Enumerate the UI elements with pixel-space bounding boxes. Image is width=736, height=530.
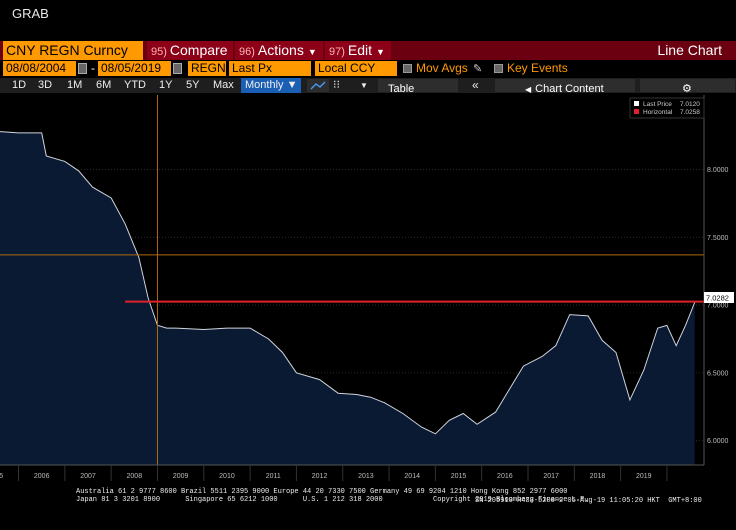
actions-button[interactable]: 96) Actions ▼: [235, 41, 323, 60]
line-style-button[interactable]: [307, 79, 329, 92]
collapse-chevron-icon[interactable]: «: [472, 78, 479, 92]
key-events-label[interactable]: Key Events: [507, 61, 568, 75]
horizontal-swatch: [634, 109, 639, 114]
price-area-fill: [0, 131, 695, 465]
footer-line-1: Australia 61 2 9777 8600 Brazil 5511 239…: [76, 488, 568, 496]
price-tag: 7.0282: [704, 292, 734, 303]
edit-number: 97): [329, 46, 345, 58]
x-tick-label: 2016: [497, 473, 513, 480]
edit-label: Edit: [347, 42, 373, 58]
line-chart-icon: [310, 81, 326, 90]
timeframe-1y[interactable]: 1Y: [159, 79, 173, 91]
timeframe-1m[interactable]: 1M: [67, 79, 83, 91]
chart-content-label: Chart Content: [535, 83, 604, 95]
table-label: Table: [388, 83, 415, 95]
timeframe-5y[interactable]: 5Y: [186, 79, 200, 91]
x-tick-label: 2017: [543, 473, 559, 480]
currency-select[interactable]: Local CCY: [315, 61, 397, 76]
x-tick-label: 2009: [173, 473, 189, 480]
calendar-icon[interactable]: [173, 63, 182, 74]
compare-number: 95): [151, 46, 167, 58]
timeframe-bar: 1D 3D 1M 6M YTD 1Y 5Y Max Monthly ▼ ⁝⁝ ▼…: [0, 78, 736, 95]
parameter-bar: 08/08/2004 - 08/05/2019 REGN Last Px Loc…: [0, 61, 736, 77]
footer-line-2: Japan 81 3 3201 8900 Singapore 65 6212 1…: [76, 496, 589, 504]
edit-button[interactable]: 97) Edit ▼: [325, 41, 391, 60]
pencil-icon[interactable]: ✎: [473, 63, 483, 75]
dropdown-arrow-icon[interactable]: ▼: [360, 81, 368, 90]
mov-avgs-checkbox[interactable]: [403, 64, 412, 73]
chart-content-arrow-icon: ◀: [525, 85, 532, 94]
settings-button[interactable]: ⚙: [640, 79, 735, 95]
legend-last-price-label: Last Price: [643, 101, 672, 108]
y-tick-label: 6.5000: [707, 370, 729, 377]
footer-session: SN 205913 H433-5200-2 05-Aug-19 11:05:20…: [475, 497, 702, 505]
x-axis: 2005 2006 2007 2008 2009 2010 2011 2012 2013 2014…: [0, 464, 704, 481]
bar-style-icon[interactable]: ⁝⁝: [333, 79, 340, 91]
x-tick-label: 2005: [0, 473, 3, 480]
price-field-select[interactable]: Last Px: [229, 61, 311, 76]
timeframe-6m[interactable]: 6M: [96, 79, 112, 91]
x-tick-label: 2011: [266, 473, 281, 480]
y-tick-label: 8.0000: [707, 167, 729, 174]
compare-label: Compare: [169, 42, 228, 58]
x-tick-label: 2019: [636, 473, 652, 480]
x-tick-label: 2012: [312, 473, 328, 480]
legend-last-price-value: 7.0120: [680, 101, 700, 108]
mov-avgs-label[interactable]: Mov Avgs: [416, 61, 468, 75]
y-axis: 8.0000 7.5000 7.0000 6.5000 6.0000: [703, 95, 729, 465]
x-tick-label: 2010: [219, 473, 235, 480]
x-tick-label: 2013: [358, 473, 374, 480]
x-tick-label: 2007: [80, 473, 96, 480]
y-tick-label: 7.5000: [707, 235, 729, 242]
x-tick-label: 2015: [451, 473, 467, 480]
price-tag-value: 7.0282: [706, 294, 729, 303]
legend-horizontal-label: Horizontal: [643, 109, 673, 116]
chart-type-title: Line Chart: [657, 42, 722, 58]
timeframe-3d[interactable]: 3D: [38, 79, 53, 91]
timeframe-max[interactable]: Max: [213, 79, 234, 91]
compare-button[interactable]: 95) Compare: [147, 41, 233, 60]
dropdown-arrow-icon: ▼: [376, 47, 385, 57]
table-button[interactable]: Table: [378, 79, 458, 95]
dropdown-arrow-icon: ▼: [307, 47, 317, 57]
source-field[interactable]: REGN: [188, 61, 226, 76]
last-price-swatch: [634, 101, 639, 106]
security-ticker-field[interactable]: CNY REGN Curncy: [3, 41, 143, 60]
timeframe-1d[interactable]: 1D: [12, 79, 27, 91]
y-tick-label: 7.0000: [707, 303, 729, 310]
y-tick-label: 6.0000: [707, 438, 729, 445]
actions-label: Actions: [257, 42, 304, 58]
period-select[interactable]: Monthly ▼: [241, 78, 302, 93]
start-date-field[interactable]: 08/08/2004: [3, 61, 76, 76]
x-tick-label: 2008: [127, 473, 143, 480]
actions-number: 96): [239, 46, 255, 58]
legend-horizontal-value: 7.0258: [680, 109, 700, 116]
gear-icon: ⚙: [682, 83, 692, 95]
chart-legend: Last Price 7.0120 Horizontal 7.0258: [629, 97, 705, 119]
chart-content-button[interactable]: ◀ Chart Content: [495, 79, 635, 95]
x-tick-label: 2006: [34, 473, 50, 480]
footer-contacts: Australia 61 2 9777 8600 Brazil 5511 239…: [76, 488, 588, 504]
x-tick-label: 2018: [590, 473, 606, 480]
last-price-line: [0, 131, 696, 435]
date-separator: -: [91, 61, 95, 75]
grab-label: GRAB: [12, 6, 49, 21]
timeframe-ytd[interactable]: YTD: [124, 79, 146, 91]
x-tick-label: 2014: [404, 473, 420, 480]
function-toolbar: CNY REGN Curncy 95) Compare 96) Actions ▼ 9…: [0, 41, 736, 60]
key-events-checkbox[interactable]: [494, 64, 503, 73]
end-date-field[interactable]: 08/05/2019: [98, 61, 171, 76]
calendar-icon[interactable]: [78, 63, 87, 74]
